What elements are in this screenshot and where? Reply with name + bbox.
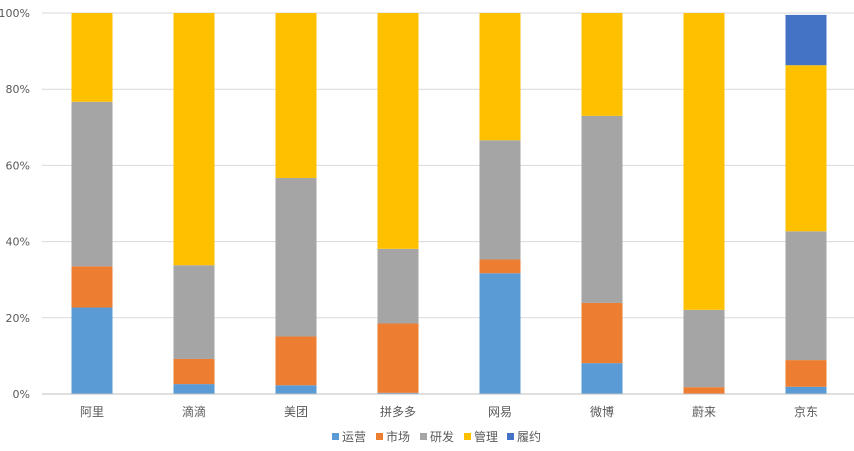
bar-segment (173, 358, 215, 385)
bar-segment (785, 231, 827, 361)
gridlines (42, 12, 854, 319)
bar-segment (581, 302, 623, 364)
x-axis-category-labels: 阿里 滴滴 美团 拼多多 网易 微博 蔚来 京东 (80, 404, 818, 419)
y-tick-label: 80% (6, 83, 30, 96)
bar-segment (275, 177, 317, 337)
legend-swatch (332, 433, 339, 440)
x-category-label: 京东 (794, 405, 818, 419)
legend-swatch (507, 433, 514, 440)
legend-label: 履约 (517, 429, 541, 444)
y-tick-label: 0% (13, 388, 30, 401)
bar-segment (785, 386, 827, 394)
x-category-label: 蔚来 (692, 405, 716, 419)
x-category-label: 美团 (284, 405, 308, 419)
bar-segment (173, 13, 215, 266)
bar-segment (377, 248, 419, 324)
bar-segment (479, 140, 521, 260)
legend-swatch (464, 433, 471, 440)
legend-swatch (376, 433, 383, 440)
bar-segment (785, 360, 827, 387)
bar-segment (683, 13, 725, 310)
bar-segment (173, 265, 215, 359)
x-category-label: 网易 (488, 405, 512, 419)
bar-segment (377, 13, 419, 249)
bar-segment (173, 384, 215, 394)
bar-segment (377, 323, 419, 393)
bar-segment (785, 65, 827, 232)
bar-segment (479, 273, 521, 394)
legend-swatch (420, 433, 427, 440)
bar-segment (71, 266, 113, 308)
legend-label: 运营 (342, 430, 366, 444)
bar-segment (683, 387, 725, 394)
legend-label: 研发 (430, 429, 454, 444)
y-tick-label: 40% (6, 236, 30, 249)
bar-segment (581, 115, 623, 303)
legend-label: 市场 (386, 429, 410, 444)
bar-segment (581, 13, 623, 116)
bar-segment (785, 14, 827, 66)
bar-segment (683, 309, 725, 388)
x-category-label: 滴滴 (182, 404, 206, 419)
legend: 运营 市场 研发 管理 履约 (332, 429, 541, 444)
bars (71, 13, 827, 394)
x-category-label: 拼多多 (380, 405, 416, 419)
bar-segment (479, 259, 521, 274)
bar-segment (71, 307, 113, 394)
bar-segment (71, 13, 113, 102)
y-tick-label: 20% (6, 312, 30, 325)
bar-segment (275, 385, 317, 394)
x-category-label: 微博 (590, 404, 614, 419)
y-axis-tick-labels: 0% 20% 40% 60% 80% 100% (0, 7, 30, 401)
y-tick-label: 100% (0, 7, 30, 20)
bar-segment (275, 336, 317, 386)
bar-segment (71, 101, 113, 267)
bar-segment (377, 392, 419, 394)
bar-segment (479, 13, 521, 141)
x-category-label: 阿里 (80, 405, 104, 419)
legend-label: 管理 (474, 429, 498, 444)
bar-segment (581, 363, 623, 394)
y-tick-label: 60% (6, 159, 30, 172)
bar-segment (275, 13, 317, 178)
